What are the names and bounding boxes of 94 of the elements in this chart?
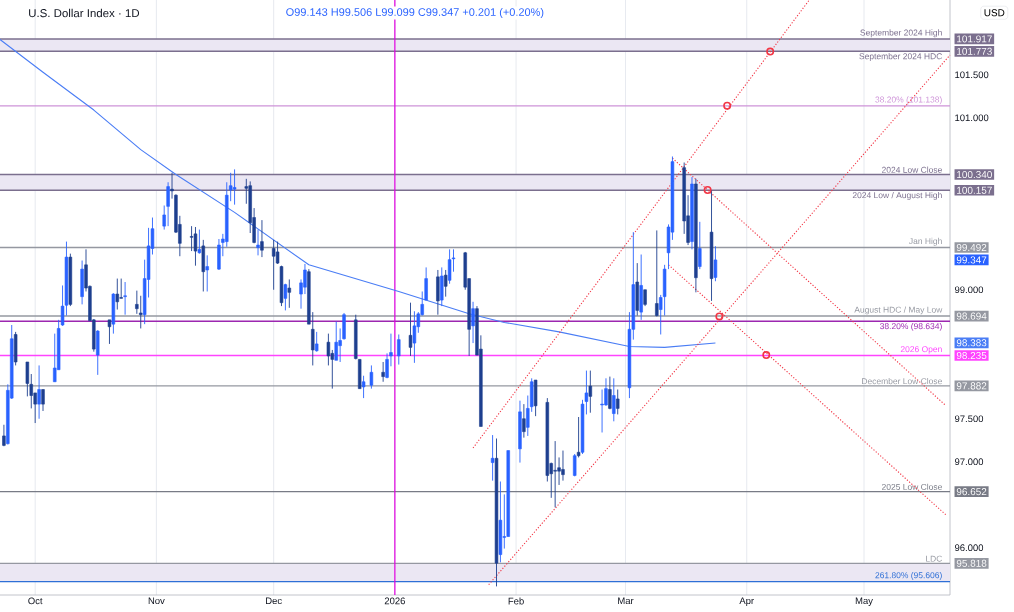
candlestick <box>655 229 659 317</box>
ref-line-label: 2026 Open <box>900 346 942 354</box>
candlestick <box>588 370 593 414</box>
candlestick <box>283 283 288 311</box>
point <box>766 47 775 56</box>
candlestick <box>616 389 620 415</box>
candlestick <box>256 229 260 256</box>
candlestick <box>408 302 413 357</box>
y-tick-label: 101.773 <box>957 47 992 55</box>
ref-line-label: 38.20% (101.138) <box>875 96 942 105</box>
point <box>723 101 732 110</box>
text: USD <box>984 9 1005 17</box>
candlestick <box>447 248 452 285</box>
candlestick <box>37 364 41 420</box>
candlestick <box>608 376 612 410</box>
x-tick-label: Mar <box>618 597 634 605</box>
candlestick <box>334 321 338 361</box>
y-tick-label: 100.157 <box>957 186 992 194</box>
ref-line-label: August HDC / May Low <box>854 306 943 315</box>
ref-line-label: September 2024 High <box>860 29 942 38</box>
x-tick-label: Feb <box>508 597 524 605</box>
y-tick-label: 97.500 <box>954 415 984 423</box>
ref-line-label: 2024 Low Close <box>882 166 942 173</box>
y-tick-label: 99.347 <box>956 256 987 264</box>
candlestick <box>561 450 565 482</box>
x-tick-label: 2026 <box>384 597 405 605</box>
x-tick-label: Apr <box>739 597 754 606</box>
candlestick <box>397 334 401 366</box>
y-tick-label: 96.000 <box>954 544 984 552</box>
candlestick <box>326 333 331 366</box>
candlestick <box>576 416 581 458</box>
candlestick <box>522 403 526 439</box>
point <box>703 186 712 195</box>
y-tick-label: 101.917 <box>957 35 992 43</box>
candlestick <box>369 364 374 390</box>
candlestick <box>139 295 143 329</box>
y-tick-label: 99.492 <box>956 243 987 251</box>
ref-line-label: Jan High <box>909 237 942 246</box>
point <box>715 312 724 321</box>
candlestick <box>123 281 127 316</box>
candlestick <box>189 225 194 252</box>
candlestick <box>193 226 198 267</box>
y-tick-label: 101.000 <box>955 114 989 122</box>
candlestick <box>260 219 264 258</box>
candlestick <box>381 361 385 383</box>
candlestick <box>115 278 119 310</box>
ref-line-label: 2025 Low Close <box>882 483 942 490</box>
candlestick <box>600 389 604 433</box>
y-tick-label: 98.383 <box>956 339 987 347</box>
y-tick-label: 97.882 <box>956 382 987 390</box>
y-tick-label: 96.652 <box>956 488 987 496</box>
candlestick <box>119 278 123 299</box>
candlestick <box>698 221 702 270</box>
y-tick-label: 98.235 <box>956 352 987 360</box>
ref-line-label: 38.20% (98.634) <box>880 322 942 331</box>
candlestick <box>107 319 112 345</box>
candlestick <box>713 245 718 282</box>
candlestick <box>25 361 30 397</box>
ref-line-label: December Low Close <box>862 377 942 385</box>
y-tick-label: 97.000 <box>954 458 984 466</box>
ref-line-label: September 2024 HDC <box>859 53 942 61</box>
ref-line-label: 2024 Low / August High <box>852 191 942 200</box>
y-tick-label: 99.000 <box>954 286 984 294</box>
y-tick-label: 101.500 <box>955 71 989 79</box>
candlestick <box>412 310 417 364</box>
candlestick <box>29 373 33 409</box>
candlestick <box>275 241 280 265</box>
text: O99.143 H99.506 L99.099 C99.347 +0.201 (+0.20%) <box>286 7 544 19</box>
candlestick <box>197 229 202 255</box>
point <box>762 351 771 360</box>
x-tick-label: Oct <box>28 597 43 605</box>
candlestick <box>314 331 319 353</box>
candlestick <box>490 434 495 482</box>
candlestick <box>361 375 366 399</box>
candlestick <box>471 301 475 344</box>
y-tick-label: 98.694 <box>956 312 987 320</box>
candlestick <box>232 168 237 206</box>
text: U.S. Dollar Index · 1D <box>29 8 140 18</box>
x-tick-label: May <box>855 597 873 606</box>
candlestick <box>287 278 292 309</box>
candlestick <box>41 389 45 412</box>
candlestick <box>271 239 276 291</box>
y-tick-label: 95.818 <box>956 559 987 567</box>
candlestick <box>612 377 616 422</box>
candlestick <box>166 181 170 227</box>
candlestick <box>205 254 209 292</box>
ref-line-label: LDC <box>926 555 942 562</box>
candlestick <box>553 440 557 508</box>
y-tick-label: 100.340 <box>957 171 992 179</box>
candlestick <box>443 269 448 298</box>
line-series <box>0 38 716 348</box>
x-tick-label: Dec <box>266 597 282 605</box>
ref-line-label: 261.80% (95.606) <box>875 571 942 580</box>
x-tick-label: Nov <box>148 597 165 605</box>
